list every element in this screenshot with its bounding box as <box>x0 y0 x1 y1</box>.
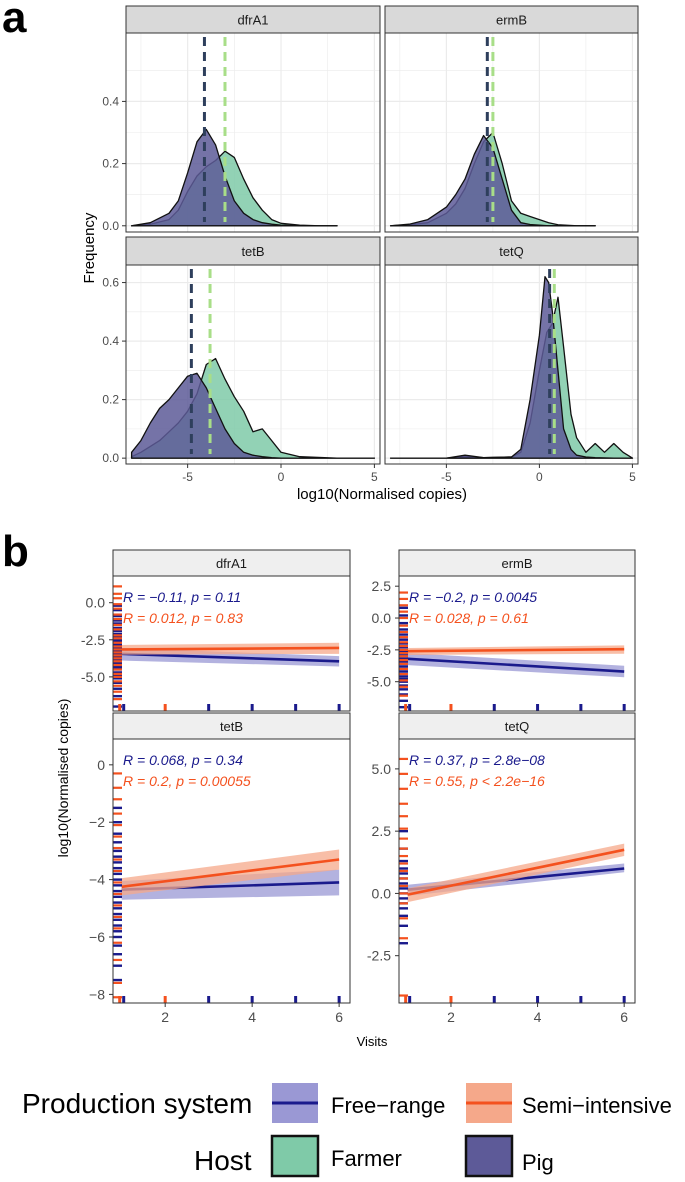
y-tick-label: 2.5 <box>372 823 392 839</box>
y-tick-label: -2.5 <box>81 632 105 648</box>
stat-semi-intensive: R = 0.012, p = 0.83 <box>123 610 243 626</box>
y-tick-label: 0.0 <box>372 885 392 901</box>
stat-free-range: R = 0.37, p = 2.8e−08 <box>409 752 545 768</box>
strip <box>125 5 381 34</box>
strip-label: dfrA1 <box>216 556 247 571</box>
legend-label-semi-intensive: Semi−intensive <box>522 1093 672 1118</box>
trend-line <box>407 647 625 653</box>
y-tick-label: -2.5 <box>367 642 391 658</box>
x-tick-label: -5 <box>182 470 193 484</box>
y-tick-label: 2.5 <box>372 578 392 594</box>
facet-ermB: ermB R = −0.2, p = 0.0045 R = 0.028, p = 0… <box>367 549 636 712</box>
y-tick-label: −2 <box>89 814 105 830</box>
stat-semi-intensive: R = 0.028, p = 0.61 <box>409 610 529 626</box>
x-axis-title: Visits <box>357 1034 388 1049</box>
x-tick-label: 2 <box>447 1009 455 1025</box>
strip <box>112 549 351 577</box>
x-tick-label: 5 <box>629 470 636 484</box>
x-tick-label: 4 <box>534 1009 542 1025</box>
strip <box>112 712 351 740</box>
y-tick-label: 0.4 <box>102 334 119 348</box>
facet-tetQ: tetQ R = 0.37, p = 2.8e−08 R = 0.55, p < 2… <box>367 712 636 1025</box>
y-tick-label: -5.0 <box>81 669 105 685</box>
legend-label-free-range: Free−range <box>331 1093 445 1118</box>
confidence-ribbon <box>121 869 340 900</box>
strip-label: tetQ <box>499 244 524 259</box>
legend-title-production: Production system <box>22 1088 252 1119</box>
y-tick-label: 0.6 <box>102 276 119 290</box>
y-tick-label: 0.2 <box>102 393 119 407</box>
legend-key-farmer <box>270 1134 320 1178</box>
y-tick-label: 5.0 <box>372 761 392 777</box>
y-tick-label: −6 <box>89 929 105 945</box>
strip-label: dfrA1 <box>237 13 268 28</box>
facet-dfrA1: dfrA1 R = −0.11, p = 0.11 R = 0.012, p = 0… <box>81 549 351 712</box>
x-tick-label: 6 <box>335 1009 343 1025</box>
panel-b-label: b <box>2 527 29 576</box>
stat-free-range: R = 0.068, p = 0.34 <box>123 752 243 768</box>
trend-line <box>407 657 625 673</box>
facet-tetB: tetB 0.0 0.2 0.4 0.6 -5 0 5 <box>102 236 381 484</box>
legend-key-pig <box>464 1134 514 1178</box>
strip-label: ermB <box>496 13 527 28</box>
x-tick-label: 0 <box>278 470 285 484</box>
strip <box>125 236 381 266</box>
legend: Production system Free−range Semi−intensiv… <box>22 1083 672 1178</box>
panel-background <box>385 265 638 464</box>
y-tick-label: -5.0 <box>367 674 391 690</box>
density-pig <box>130 128 338 227</box>
strip <box>384 5 639 34</box>
x-tick-label: 2 <box>161 1009 169 1025</box>
stat-free-range: R = −0.11, p = 0.11 <box>123 589 241 605</box>
y-tick-label: −8 <box>89 986 105 1002</box>
x-tick-label: 6 <box>620 1009 628 1025</box>
y-axis-title: Frequency <box>81 212 98 283</box>
trend-line <box>121 652 340 663</box>
facet-tetB: tetB R = 0.068, p = 0.34 R = 0.2, p = 0.00… <box>89 712 351 1025</box>
y-tick-label: 0.0 <box>86 595 106 611</box>
legend-label-pig: Pig <box>522 1150 554 1175</box>
y-tick-label: 0.4 <box>102 94 119 108</box>
legend-label-farmer: Farmer <box>331 1146 402 1171</box>
panel-background <box>399 576 635 711</box>
y-tick-label: 0.2 <box>102 157 119 171</box>
strip-label: tetQ <box>505 719 530 734</box>
x-tick-label: 5 <box>371 470 378 484</box>
density-pig <box>389 276 634 459</box>
stat-semi-intensive: R = 0.2, p = 0.00055 <box>123 773 251 789</box>
y-tick-label: 0.0 <box>102 219 119 233</box>
x-tick-label: 0 <box>536 470 543 484</box>
strip <box>398 712 636 740</box>
facet-dfrA1: dfrA1 0.0 0.2 0.4 <box>102 5 381 233</box>
trend-line <box>407 848 625 896</box>
stat-semi-intensive: R = 0.55, p < 2.2e−16 <box>409 773 545 789</box>
correlation-panel: dfrA1 R = −0.11, p = 0.11 R = 0.012, p = 0… <box>55 549 636 1049</box>
trend-line <box>121 858 340 889</box>
x-tick-label: -5 <box>441 470 452 484</box>
facet-tetQ: tetQ -5 0 5 <box>384 236 639 484</box>
y-tick-label: −4 <box>89 872 105 888</box>
strip <box>398 549 636 577</box>
y-tick-label: -2.5 <box>367 948 391 964</box>
strip-label: tetB <box>220 719 243 734</box>
stat-free-range: R = −0.2, p = 0.0045 <box>409 589 537 605</box>
y-axis-title: log10(Normalised copies) <box>55 699 71 858</box>
y-tick-label: 0.0 <box>372 610 392 626</box>
x-tick-label: 4 <box>248 1009 256 1025</box>
panel-a-label: a <box>2 0 27 42</box>
strip-label: tetB <box>241 244 264 259</box>
y-tick-label: 0 <box>97 757 105 773</box>
x-axis-title: log10(Normalised copies) <box>297 486 467 503</box>
facet-ermB: ermB <box>384 5 639 233</box>
trend-line <box>121 646 340 651</box>
legend-title-host: Host <box>194 1145 252 1176</box>
strip-label: ermB <box>501 556 532 571</box>
strip <box>384 236 639 266</box>
y-tick-label: 0.0 <box>102 451 119 465</box>
